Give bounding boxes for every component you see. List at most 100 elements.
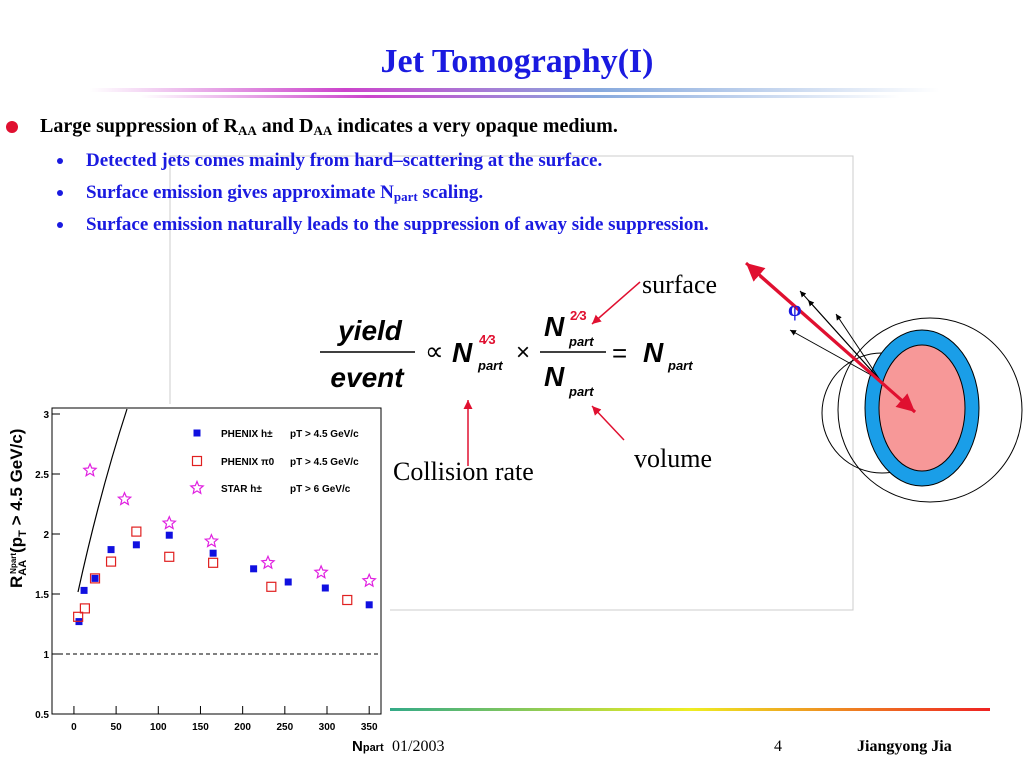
y-axis-label-part: > 4.5 GeV/c) (7, 429, 26, 531)
formula-text: part (568, 384, 594, 399)
marker (73, 611, 84, 622)
formula-text: N (544, 361, 565, 392)
x-tick-label: 0 (71, 722, 77, 733)
x-tick-label: 200 (234, 722, 251, 733)
marker (91, 574, 99, 582)
footer-line (390, 708, 990, 711)
marker (131, 526, 142, 537)
legend-label: PHENIX h± (221, 429, 273, 440)
marker (208, 557, 219, 568)
legend-label: PHENIX π0 (221, 457, 275, 468)
y-axis-label-part: AA (17, 560, 29, 576)
y-tick-label: 2.5 (35, 470, 49, 481)
arrow (591, 405, 625, 441)
x-tick-label: 150 (192, 722, 209, 733)
marker (80, 586, 88, 594)
bullet: Surface emission naturally leads to the … (86, 212, 806, 237)
marker (203, 533, 220, 548)
jet-arrow (835, 313, 881, 381)
x-tick-label: 100 (150, 722, 167, 733)
x-axis-label-part: part (363, 742, 384, 754)
annotation: Collision rate (393, 457, 534, 486)
marker (191, 455, 203, 467)
y-tick-label: 3 (43, 410, 49, 421)
bullet-text: scaling. (417, 182, 484, 203)
legend-label: STAR h± (221, 484, 262, 495)
bullet-text: AA (238, 123, 257, 138)
bullet-dot (6, 121, 18, 133)
arrow (591, 281, 641, 325)
marker (107, 546, 115, 554)
marker (266, 581, 277, 592)
y-axis-label-part: (p (7, 537, 26, 553)
bullet-text: indicates a very opaque medium. (332, 115, 618, 137)
marker (260, 554, 276, 570)
annotation: volume (634, 444, 712, 473)
bullet-dot (57, 190, 63, 196)
image-frame (169, 155, 854, 611)
chart-background (22, 404, 390, 722)
formula-text: N (452, 337, 473, 368)
annotation: φ (788, 296, 802, 321)
legend-cut: pT > 6 GeV/c (290, 484, 351, 495)
marker (313, 564, 329, 579)
bullet-text: Surface emission naturally leads to the … (86, 214, 709, 235)
marker (161, 515, 177, 530)
title-streak (90, 88, 940, 92)
bullet-dot (57, 222, 63, 228)
marker (116, 491, 133, 506)
plot-frame (51, 407, 382, 715)
marker (105, 556, 117, 567)
formula-text: yield (336, 315, 403, 346)
bullet-text: Detected jets comes mainly from hard–sca… (86, 150, 603, 171)
bullet: Detected jets comes mainly from hard–sca… (86, 148, 806, 173)
marker (209, 549, 217, 557)
x-tick-label: 350 (361, 722, 378, 733)
bullet-text: AA (313, 123, 333, 138)
x-tick-label: 250 (276, 722, 293, 733)
y-tick-label: 0.5 (35, 710, 49, 721)
formula-text: 2⁄3 (570, 308, 587, 323)
bullet: Surface emission gives approximate Npart… (86, 180, 806, 205)
bullet-dot (57, 158, 63, 164)
x-axis-label: Npart (352, 738, 384, 755)
model-curve (77, 408, 128, 593)
formula-text: 4⁄3 (479, 332, 496, 347)
nucleus-diagram: φ (745, 261, 1023, 503)
marker (79, 603, 91, 614)
title-streak (140, 95, 900, 98)
formula-text: event (330, 362, 405, 393)
marker (82, 462, 98, 478)
y-axis-label: RAANpart(pT > 4.5 GeV/c) (7, 429, 29, 588)
nucleus (837, 317, 1023, 503)
annotation: surface (642, 270, 717, 299)
y-axis-label-part: R (7, 576, 26, 588)
marker (132, 541, 140, 549)
bullet-text: and D (256, 115, 314, 137)
legend-cut: pT > 4.5 GeV/c (290, 429, 359, 440)
legend-cut: pT > 4.5 GeV/c (290, 457, 359, 468)
marker (193, 429, 201, 437)
marker (164, 551, 175, 562)
marker (321, 584, 329, 592)
chart: 0 50 100 150 200 250 300 3500.511.522.53NpartRA… (7, 407, 384, 755)
bullet-text: part (393, 189, 418, 204)
formula-text: part (568, 334, 594, 349)
marker (284, 578, 292, 586)
x-tick-label: 300 (319, 722, 336, 733)
jet-arrow (789, 329, 881, 381)
marker (250, 565, 258, 573)
y-tick-label: 2 (43, 530, 49, 541)
bullet: Large suppression of RAA and DAA indicat… (40, 114, 618, 139)
footer-date: 01/2003 (392, 738, 444, 755)
bullet-text: Surface emission gives approximate N (86, 182, 394, 203)
formula-text: N (643, 337, 664, 368)
jet-arrow (807, 299, 881, 381)
marker (89, 573, 101, 584)
y-tick-label: 1.5 (35, 590, 49, 601)
y-axis-label-part: Npart (9, 553, 18, 574)
formula-text: = (612, 338, 627, 368)
formula-text: part (667, 358, 693, 373)
